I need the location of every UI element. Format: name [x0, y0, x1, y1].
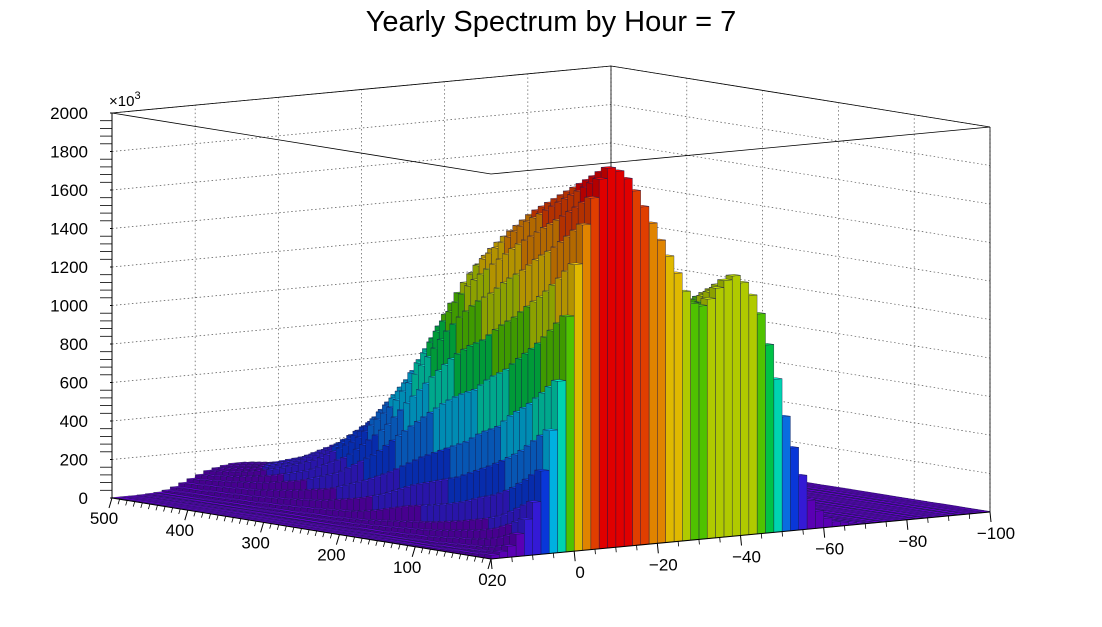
chart-title: Yearly Spectrum by Hour = 7 [366, 6, 736, 38]
